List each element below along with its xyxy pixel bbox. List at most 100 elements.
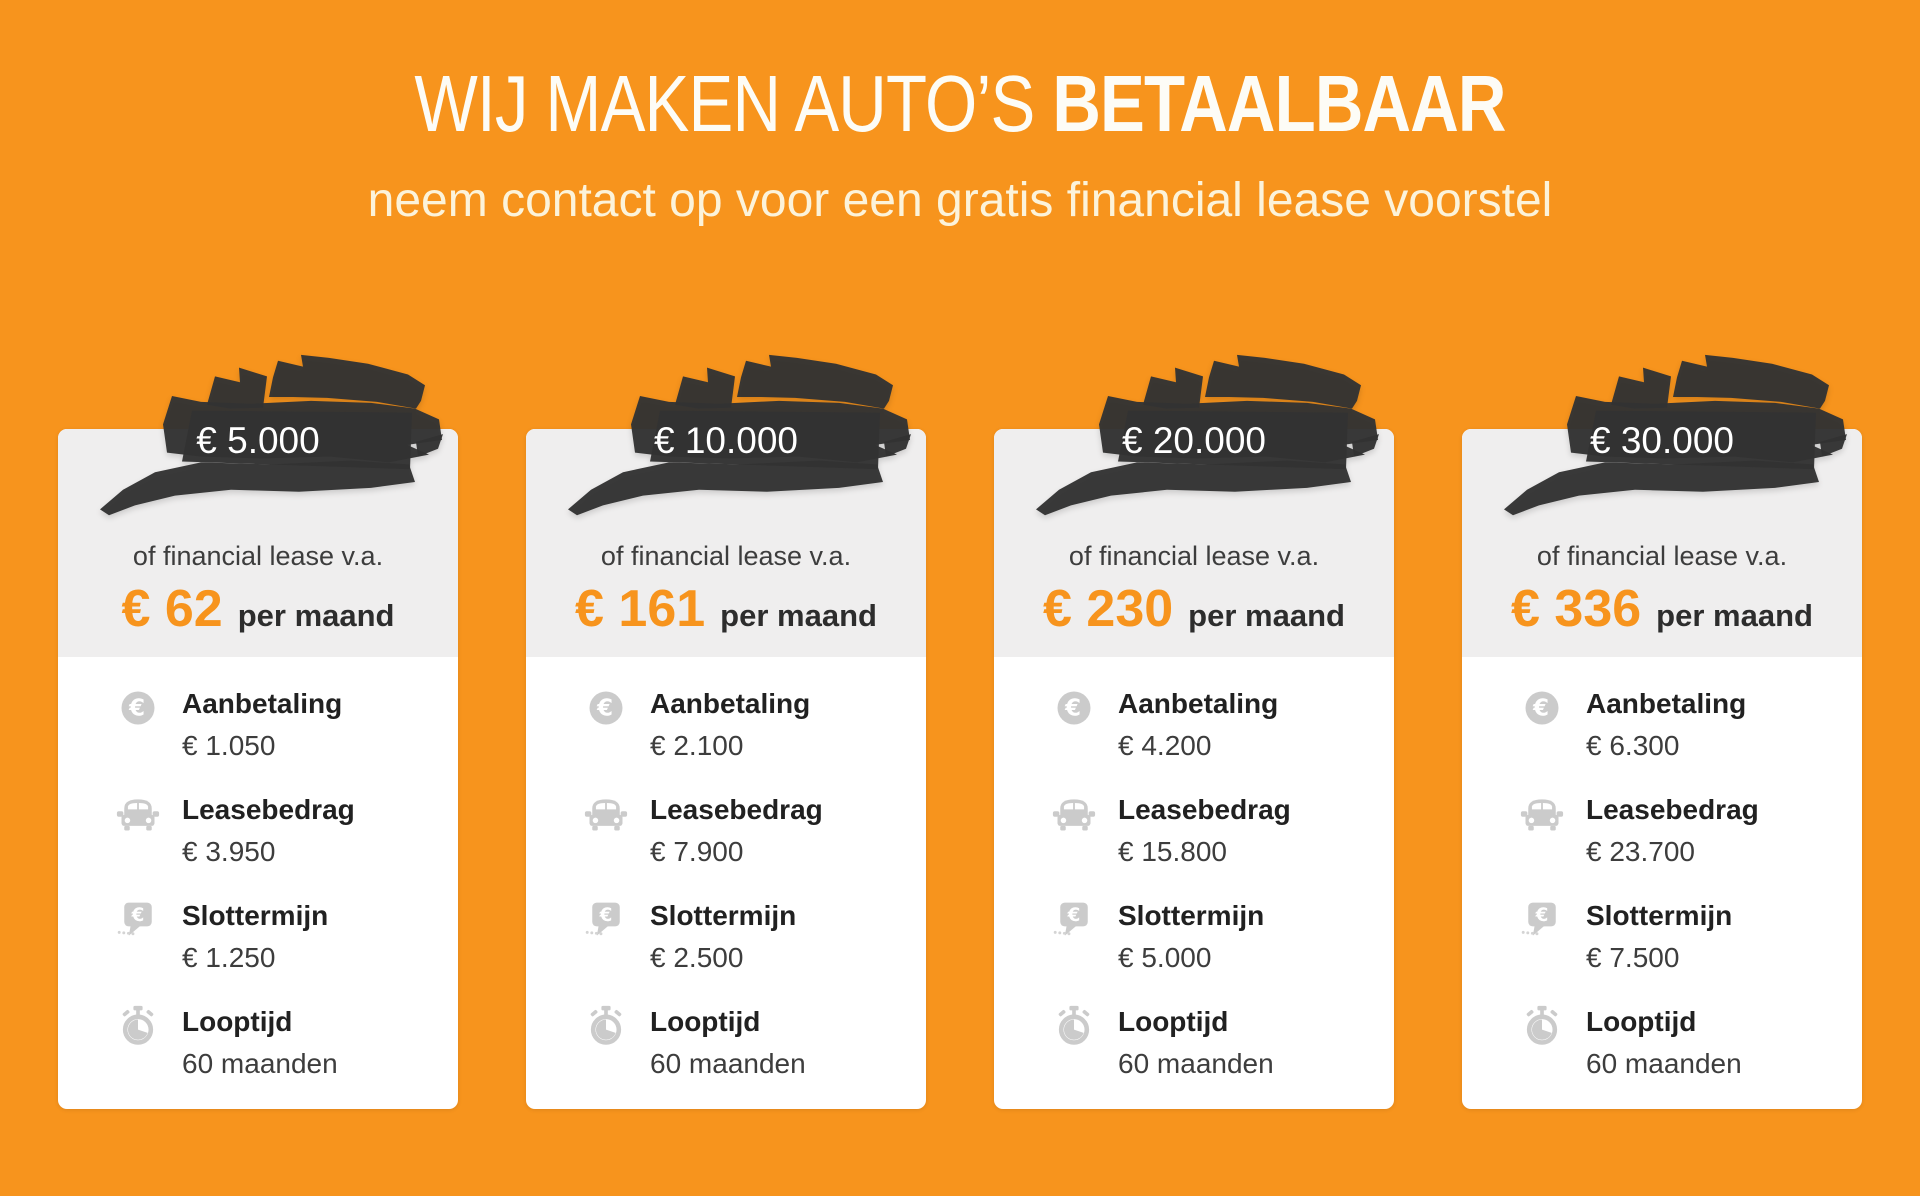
detail-label: Leasebedrag (1118, 794, 1291, 825)
detail-label: Aanbetaling (182, 688, 343, 719)
lease-card-20000: € 20.000 of financial lease v.a. € 230 p… (994, 429, 1394, 1109)
banner-header: WIJ MAKEN AUTO’S BETAALBAAR neem contact… (0, 0, 1920, 230)
detail-label: Looptijd (1118, 1006, 1229, 1037)
detail-label: Looptijd (1586, 1006, 1697, 1037)
car-icon (116, 791, 160, 837)
detail-label: Aanbetaling (1586, 688, 1747, 719)
page-title: WIJ MAKEN AUTO’S BETAALBAAR (154, 64, 1767, 144)
detail-row-slottermijn: Slottermijn € 1.250 (116, 899, 438, 975)
lease-intro-text: of financial lease v.a. (1068, 541, 1320, 571)
card-details: Aanbetaling € 1.050 Leasebedrag € 3.950 … (58, 657, 458, 1081)
detail-value: € 3.950 (182, 836, 276, 867)
monthly-price-suffix: per maand (1188, 598, 1345, 633)
detail-label: Looptijd (650, 1006, 761, 1037)
detail-row-aanbetaling: Aanbetaling € 6.300 (1520, 687, 1842, 763)
detail-value: € 1.250 (182, 942, 276, 973)
detail-label: Aanbetaling (1118, 688, 1279, 719)
monthly-price-row: € 161 per maand (575, 583, 877, 635)
detail-label: Aanbetaling (650, 688, 811, 719)
detail-label: Looptijd (182, 1006, 293, 1037)
detail-value: € 1.050 (182, 730, 276, 761)
detail-value: 60 maanden (1586, 1048, 1742, 1079)
speech-bubble-euro-icon (1052, 897, 1096, 943)
detail-label: Leasebedrag (1586, 794, 1759, 825)
lease-intro-text: of financial lease v.a. (1536, 541, 1788, 571)
price-badge: € 5.000 (72, 352, 444, 524)
card-details: Aanbetaling € 4.200 Leasebedrag € 15.800… (994, 657, 1394, 1081)
speech-bubble-euro-icon (584, 897, 628, 943)
detail-row-slottermijn: Slottermijn € 7.500 (1520, 899, 1842, 975)
euro-coin-icon (116, 685, 160, 731)
price-badge: € 20.000 (1008, 352, 1380, 524)
detail-value: 60 maanden (650, 1048, 806, 1079)
detail-label: Slottermijn (1118, 900, 1265, 931)
detail-value: € 5.000 (1118, 942, 1212, 973)
detail-value: 60 maanden (182, 1048, 338, 1079)
monthly-price-row: € 336 per maand (1511, 583, 1813, 635)
lease-card-10000: € 10.000 of financial lease v.a. € 161 p… (526, 429, 926, 1109)
price-badge: € 10.000 (540, 352, 912, 524)
detail-row-slottermijn: Slottermijn € 2.500 (584, 899, 906, 975)
detail-row-leasebedrag: Leasebedrag € 15.800 (1052, 793, 1374, 869)
stopwatch-icon (116, 1003, 160, 1049)
detail-value: € 7.500 (1586, 942, 1680, 973)
euro-coin-icon (584, 685, 628, 731)
detail-value: € 7.900 (650, 836, 744, 867)
monthly-price: € 336 (1511, 580, 1642, 638)
vehicle-price: € 10.000 (653, 420, 799, 461)
monthly-price: € 230 (1043, 580, 1174, 638)
detail-value: € 23.700 (1586, 836, 1695, 867)
price-badge: € 30.000 (1476, 352, 1848, 524)
detail-label: Slottermijn (182, 900, 329, 931)
detail-row-looptijd: Looptijd 60 maanden (1520, 1005, 1842, 1081)
detail-row-leasebedrag: Leasebedrag € 7.900 (584, 793, 906, 869)
stopwatch-icon (1052, 1003, 1096, 1049)
euro-coin-icon (1520, 685, 1564, 731)
card-details: Aanbetaling € 6.300 Leasebedrag € 23.700… (1462, 657, 1862, 1081)
detail-label: Leasebedrag (182, 794, 355, 825)
lease-card-30000: € 30.000 of financial lease v.a. € 336 p… (1462, 429, 1862, 1109)
speech-bubble-euro-icon (116, 897, 160, 943)
detail-row-looptijd: Looptijd 60 maanden (584, 1005, 906, 1081)
detail-row-looptijd: Looptijd 60 maanden (116, 1005, 438, 1081)
page-title-bold: BETAALBAAR (1052, 59, 1506, 148)
detail-row-leasebedrag: Leasebedrag € 3.950 (116, 793, 438, 869)
detail-label: Leasebedrag (650, 794, 823, 825)
lease-intro-text: of financial lease v.a. (600, 541, 852, 571)
detail-value: 60 maanden (1118, 1048, 1274, 1079)
detail-label: Slottermijn (1586, 900, 1733, 931)
detail-value: € 6.300 (1586, 730, 1680, 761)
detail-row-aanbetaling: Aanbetaling € 4.200 (1052, 687, 1374, 763)
lease-card-5000: € 5.000 of financial lease v.a. € 62 per… (58, 429, 458, 1109)
detail-row-aanbetaling: Aanbetaling € 1.050 (116, 687, 438, 763)
monthly-price-suffix: per maand (720, 598, 877, 633)
monthly-price: € 62 (121, 580, 223, 638)
detail-label: Slottermijn (650, 900, 797, 931)
vehicle-price: € 5.000 (196, 420, 320, 461)
pricing-cards-row: € 5.000 of financial lease v.a. € 62 per… (0, 429, 1920, 1109)
stopwatch-icon (584, 1003, 628, 1049)
detail-value: € 15.800 (1118, 836, 1227, 867)
detail-value: € 2.100 (650, 730, 744, 761)
vehicle-price: € 20.000 (1121, 420, 1267, 461)
lease-intro-text: of financial lease v.a. (132, 541, 384, 571)
detail-value: € 4.200 (1118, 730, 1212, 761)
page-subtitle: neem contact op voor een gratis financia… (367, 174, 1553, 227)
monthly-price-row: € 62 per maand (122, 583, 395, 635)
stopwatch-icon (1520, 1003, 1564, 1049)
car-icon (1520, 791, 1564, 837)
vehicle-price: € 30.000 (1589, 420, 1735, 461)
monthly-price-row: € 230 per maand (1043, 583, 1345, 635)
detail-row-slottermijn: Slottermijn € 5.000 (1052, 899, 1374, 975)
monthly-price: € 161 (575, 580, 706, 638)
card-details: Aanbetaling € 2.100 Leasebedrag € 7.900 … (526, 657, 926, 1081)
detail-value: € 2.500 (650, 942, 744, 973)
car-icon (584, 791, 628, 837)
detail-row-leasebedrag: Leasebedrag € 23.700 (1520, 793, 1842, 869)
detail-row-aanbetaling: Aanbetaling € 2.100 (584, 687, 906, 763)
detail-row-looptijd: Looptijd 60 maanden (1052, 1005, 1374, 1081)
monthly-price-suffix: per maand (237, 598, 395, 633)
page-title-regular: WIJ MAKEN AUTO’S (414, 59, 1035, 148)
euro-coin-icon (1052, 685, 1096, 731)
